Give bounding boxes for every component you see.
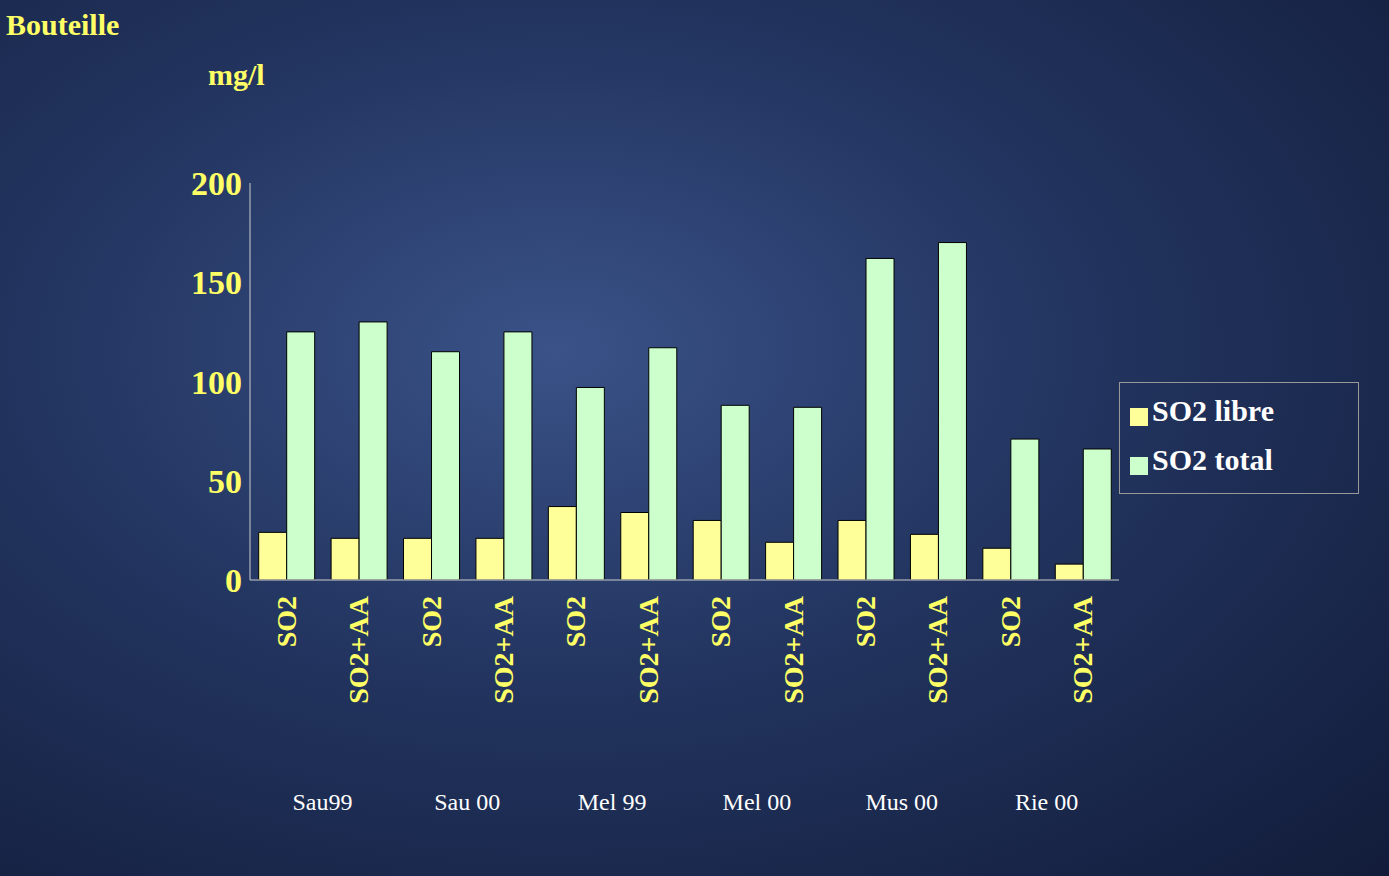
svg-text:SO2: SO2 xyxy=(271,596,302,647)
svg-text:SO2: SO2 xyxy=(416,596,447,647)
svg-text:SO2: SO2 xyxy=(850,596,881,647)
svg-text:Rie 00: Rie 00 xyxy=(1015,789,1078,815)
svg-text:SO2: SO2 xyxy=(705,596,736,647)
html-text:SO2 libre: SO2 libre xyxy=(1152,394,1274,427)
svg-text:Sau 00: Sau 00 xyxy=(434,789,500,815)
svg-text:100: 100 xyxy=(191,364,242,401)
svg-text:SO2+AA: SO2+AA xyxy=(343,595,374,704)
html-text:Bouteille: Bouteille xyxy=(6,8,120,41)
svg-text:200: 200 xyxy=(191,165,242,202)
svg-text:Mus 00: Mus 00 xyxy=(865,789,938,815)
svg-text:Sau99: Sau99 xyxy=(292,789,352,815)
svg-text:50: 50 xyxy=(208,463,242,500)
svg-text:Mel 99: Mel 99 xyxy=(578,789,647,815)
html-text:SO2 total: SO2 total xyxy=(1152,443,1273,476)
svg-text:SO2+AA: SO2+AA xyxy=(922,595,953,704)
svg-text:Mel 00: Mel 00 xyxy=(723,789,792,815)
svg-text:SO2+AA: SO2+AA xyxy=(488,595,519,704)
svg-text:SO2: SO2 xyxy=(560,596,591,647)
svg-text:SO2: SO2 xyxy=(995,596,1026,647)
html-text:mg/l: mg/l xyxy=(208,58,265,91)
svg-text:150: 150 xyxy=(191,264,242,301)
svg-text:0: 0 xyxy=(225,562,242,599)
svg-text:SO2+AA: SO2+AA xyxy=(778,595,809,704)
svg-text:SO2+AA: SO2+AA xyxy=(633,595,664,704)
svg-text:SO2+AA: SO2+AA xyxy=(1067,595,1098,704)
